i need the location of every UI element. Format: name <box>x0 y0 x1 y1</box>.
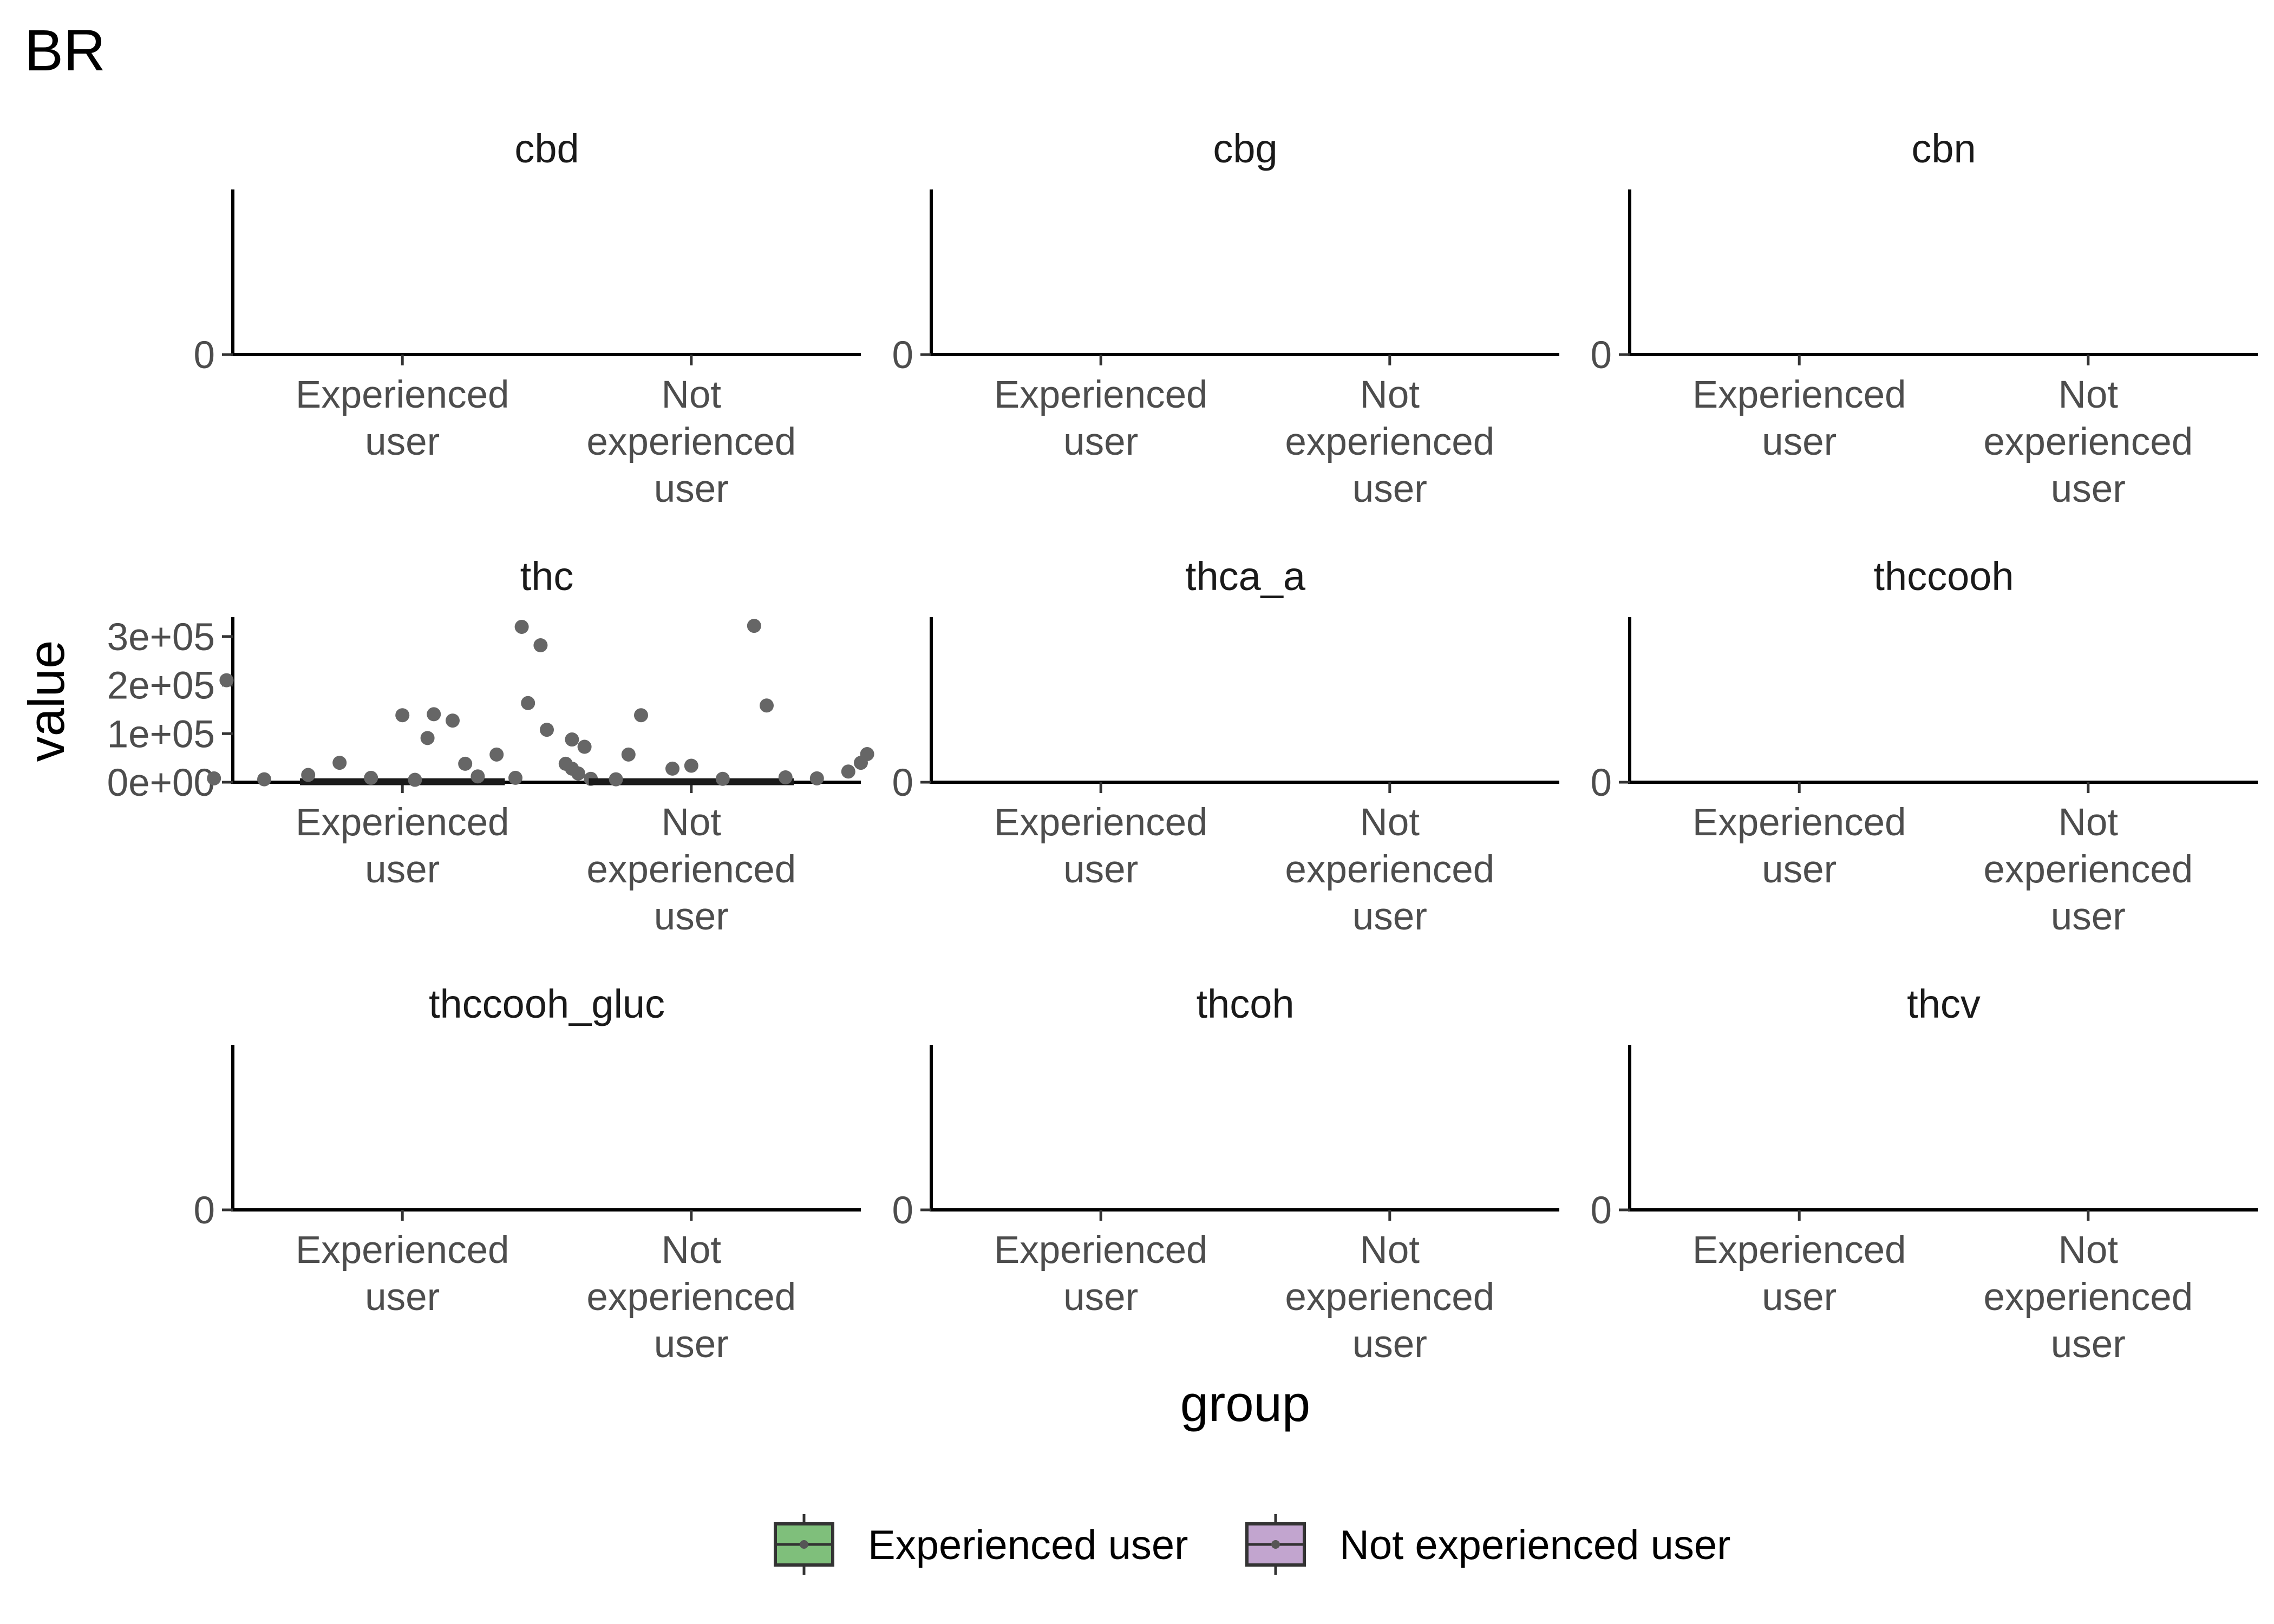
facet-thc: thc 0e+00 1e+05 2e+05 3e+05 Experienced user No… <box>107 554 874 938</box>
box-group-experienced <box>207 619 598 787</box>
data-point <box>747 619 761 633</box>
facet-thca-a: thca_a 0 Experienced user Not experienced user <box>892 554 1559 938</box>
facet-strip-label: cbn <box>1911 126 1976 171</box>
data-point <box>665 761 679 776</box>
data-point <box>395 708 410 723</box>
x-tick-label: Not experienced user <box>1983 801 2193 938</box>
data-point <box>207 771 221 785</box>
x-tick-label: Experienced user <box>296 801 509 891</box>
y-tick-label: 0 <box>194 1189 215 1232</box>
legend-key <box>774 1514 834 1575</box>
facet-cbg: cbg 0 Experienced user Not experienced user <box>892 126 1559 510</box>
facet-strip-label: thcoh <box>1196 981 1294 1026</box>
x-tick-label: Experienced user <box>994 1229 1208 1319</box>
y-axis-title: value <box>18 640 75 762</box>
x-tick-label: Experienced user <box>1693 1229 1906 1319</box>
data-point <box>364 770 378 785</box>
y-tick-label: 1e+05 <box>107 713 215 756</box>
facet-strip-label: thcv <box>1907 981 1981 1026</box>
x-tick-label: Not experienced user <box>586 1229 796 1366</box>
data-point <box>458 756 473 771</box>
facet-thcv: thcv 0 Experienced user Not experienced user <box>1591 981 2258 1366</box>
x-tick-label: Not experienced user <box>1983 374 2193 510</box>
facet-strip-label: cbd <box>514 126 579 171</box>
data-point <box>301 768 316 782</box>
data-point <box>778 770 793 785</box>
y-tick-label: 0e+00 <box>107 762 215 804</box>
x-tick-label: Not experienced user <box>586 374 796 510</box>
data-point <box>514 619 529 634</box>
chart-title: BR <box>24 17 106 83</box>
data-point <box>571 766 585 781</box>
legend: Experienced user Not experienced user <box>774 1514 1730 1575</box>
y-tick-label: 0 <box>1591 762 1612 804</box>
x-tick-label: Not experienced user <box>1285 801 1494 938</box>
legend-label: Experienced user <box>868 1522 1188 1568</box>
data-point <box>446 713 460 728</box>
data-point <box>577 739 592 754</box>
legend-item-not-experienced-user: Not experienced user <box>1245 1514 1730 1575</box>
x-tick-label: Not experienced user <box>1285 1229 1494 1366</box>
data-point <box>609 772 623 787</box>
x-tick-label: Not experienced user <box>1983 1229 2193 1366</box>
data-point <box>684 758 698 773</box>
data-point <box>427 707 441 722</box>
x-tick-label: Experienced user <box>296 1229 509 1319</box>
legend-key <box>1245 1514 1306 1575</box>
legend-item-experienced-user: Experienced user <box>774 1514 1188 1575</box>
x-axis-title: group <box>1180 1375 1310 1432</box>
data-point <box>489 747 504 762</box>
data-point <box>521 696 535 710</box>
y-tick-label: 0 <box>892 1189 914 1232</box>
facet-cbd: cbd 0 Experienced user Not experienced user <box>194 126 861 510</box>
facet-strip-label: thccooh <box>1873 554 2014 599</box>
data-point <box>841 764 855 779</box>
data-point <box>809 771 824 785</box>
x-tick-label: Experienced user <box>994 374 1208 463</box>
data-point <box>558 756 573 771</box>
data-point <box>408 772 422 787</box>
facet-thccooh: thccooh 0 Experienced user Not experienced use… <box>1591 554 2258 938</box>
data-point <box>540 723 554 737</box>
facet-thcoh: thcoh 0 Experienced user Not experienced user <box>892 981 1559 1366</box>
data-point <box>332 756 347 770</box>
data-point <box>565 732 579 747</box>
x-tick-label: Not experienced user <box>586 801 796 938</box>
y-tick-label: 0 <box>1591 334 1612 377</box>
y-tick-label: 0 <box>892 762 914 804</box>
data-point <box>533 638 548 653</box>
data-point <box>508 770 522 785</box>
facet-strip-label: thccooh_gluc <box>429 981 665 1026</box>
data-point <box>760 698 774 713</box>
x-tick-label: Not experienced user <box>1285 374 1494 510</box>
box-group-not-experienced <box>508 619 874 787</box>
legend-label: Not experienced user <box>1339 1522 1730 1568</box>
facet-strip-label: cbg <box>1213 126 1277 171</box>
data-point <box>854 756 868 770</box>
data-point <box>634 708 648 723</box>
y-tick-label: 3e+05 <box>107 616 215 659</box>
x-tick-label: Experienced user <box>1693 374 1906 463</box>
x-tick-label: Experienced user <box>1693 801 1906 891</box>
facet-cbn: cbn 0 Experienced user Not experienced user <box>1591 126 2258 510</box>
data-point <box>420 731 435 745</box>
facet-strip-label: thca_a <box>1185 554 1306 599</box>
x-tick-label: Experienced user <box>994 801 1208 891</box>
facet-thccooh-gluc: thccooh_gluc 0 Experienced user Not experienc… <box>194 981 861 1366</box>
data-point <box>621 747 636 762</box>
x-tick-label: Experienced user <box>296 374 509 463</box>
y-tick-label: 2e+05 <box>107 665 215 708</box>
data-point <box>219 673 234 687</box>
y-tick-label: 0 <box>1591 1189 1612 1232</box>
data-point <box>257 772 271 787</box>
data-point <box>715 771 730 786</box>
data-point <box>471 769 485 784</box>
facet-strip-label: thc <box>520 554 574 599</box>
y-tick-label: 0 <box>892 334 914 377</box>
y-tick-label: 0 <box>194 334 215 377</box>
